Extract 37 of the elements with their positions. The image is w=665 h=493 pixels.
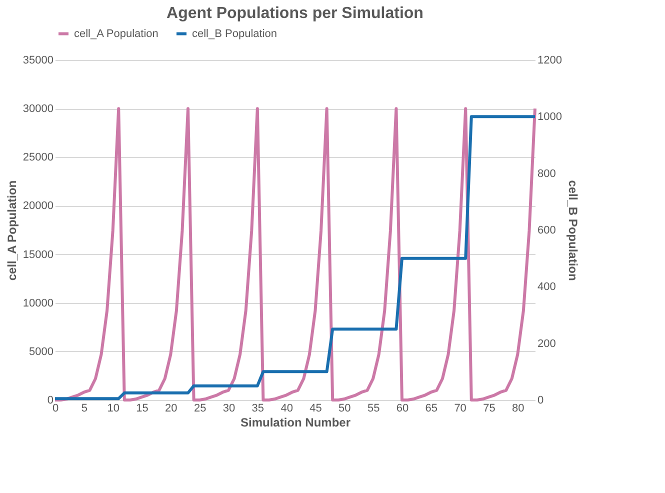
- y-tick-label: 25000: [22, 152, 54, 164]
- x-axis-title: Simulation Number: [240, 416, 351, 430]
- x-tick-label: 5: [81, 402, 88, 414]
- x-tick-label: 25: [194, 402, 206, 414]
- x-tick-label: 45: [310, 402, 322, 414]
- x-tick-label: 70: [454, 402, 466, 414]
- y-tick-label: 10000: [22, 297, 54, 310]
- y2-tick-label: 600: [538, 224, 556, 236]
- y-tick-label: 20000: [22, 200, 54, 212]
- x-tick-label: 65: [425, 402, 438, 414]
- y2-tick-label: 0: [538, 394, 544, 406]
- x-tick-label: 15: [136, 402, 148, 414]
- y2-tick-label: 1200: [538, 54, 562, 66]
- x-tick-label: 20: [165, 402, 178, 414]
- x-tick-label: 60: [396, 402, 409, 414]
- y2-axis-title: cell_B Population: [566, 180, 580, 281]
- x-tick-label: 50: [338, 402, 351, 414]
- y2-tick-label: 1000: [538, 111, 562, 124]
- x-tick-label: 75: [483, 402, 496, 414]
- legend-label: cell_A Population: [74, 28, 158, 40]
- y-tick-label: 30000: [22, 103, 54, 116]
- y-axis-title: cell_A Population: [4, 180, 19, 281]
- x-tick-label: 30: [222, 402, 236, 414]
- x-tick-label: 80: [512, 402, 524, 414]
- x-tick-label: 55: [367, 402, 380, 414]
- x-tick-label: 35: [252, 402, 264, 414]
- x-tick-label: 40: [280, 402, 293, 414]
- y2-tick-label: 400: [538, 281, 556, 294]
- y-tick-label: 0: [47, 394, 54, 406]
- y2-tick-label: 200: [538, 338, 556, 350]
- x-tick-label: 10: [107, 402, 120, 414]
- y-tick-label: 15000: [22, 248, 54, 261]
- y2-tick-label: 800: [538, 168, 556, 180]
- y-tick-label: 35000: [22, 54, 54, 66]
- y-tick-label: 5000: [29, 346, 54, 358]
- legend-label: cell_B Population: [192, 28, 278, 40]
- chart-title: Agent Populations per Simulation: [166, 5, 424, 22]
